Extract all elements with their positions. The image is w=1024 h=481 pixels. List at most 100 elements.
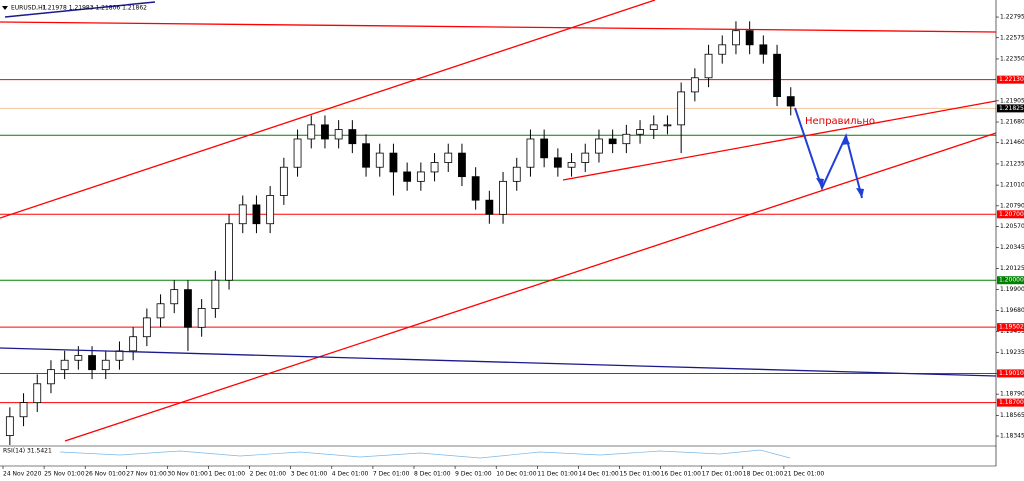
y-tick-label: 1.19680 (1000, 307, 1024, 314)
candle-body (718, 44, 727, 55)
y-tick-label: 1.20790 (1000, 202, 1024, 209)
x-tick-label: 10 Dec 01:00 (496, 471, 537, 478)
x-tick-label: 2 Dec 01:00 (250, 471, 287, 478)
level-label-box (997, 210, 1024, 219)
candle-body (773, 53, 781, 98)
candle-body (677, 91, 686, 126)
candle-body (279, 166, 288, 196)
y-tick-label: 1.22350 (1000, 55, 1024, 62)
candle-body (595, 138, 603, 154)
candle-body (403, 171, 412, 182)
candle-body (101, 359, 110, 371)
x-tick-label: 24 Nov 2020 (3, 471, 42, 478)
candle-body (622, 133, 631, 145)
candle-body (745, 30, 754, 46)
y-tick-label: 1.18565 (1000, 412, 1024, 419)
level-label: 1.20700 (999, 211, 1024, 218)
x-tick-label: 30 Nov 01:00 (167, 471, 208, 478)
x-tick-label: 18 Dec 01:00 (743, 471, 784, 478)
y-tick-label: 1.19455 (1000, 328, 1024, 335)
x-tick-label: 26 Nov 01:00 (85, 471, 126, 478)
candle-body (252, 204, 261, 225)
level-label-box (997, 398, 1024, 407)
x-tick-label: 3 Dec 01:00 (291, 471, 328, 478)
y-tick-label: 1.22575 (1000, 34, 1024, 41)
plot (0, 21, 996, 445)
candle-body (458, 152, 466, 178)
y-tick-label: 1.20125 (1000, 265, 1024, 272)
forecast-path (794, 107, 863, 199)
candle-body (334, 129, 343, 140)
x-tick-label: 17 Dec 01:00 (702, 471, 743, 478)
candle-body (307, 124, 316, 140)
x-tick-label: 21 Dec 01:00 (784, 471, 825, 478)
trend-line (4, 1, 156, 18)
candle-body (115, 350, 124, 361)
candle-body (211, 279, 220, 309)
candle-body (512, 166, 521, 182)
candle-body (142, 317, 151, 338)
chart-title: EURUSD,H1 (11, 5, 47, 12)
level-label: 1.20000 (999, 277, 1024, 284)
candle-body (732, 30, 740, 46)
candle-body (471, 176, 480, 201)
candle-body (416, 171, 425, 182)
y-tick-label: 1.19900 (1000, 286, 1024, 293)
annotation: Неправильно (805, 116, 875, 127)
candle-body (389, 152, 398, 173)
x-tick-label: 4 Dec 01:00 (332, 471, 369, 478)
x-tick-label: 11 Dec 01:00 (537, 471, 578, 478)
candle-body (5, 416, 14, 436)
channel-line (0, 0, 656, 219)
candle-body (74, 355, 83, 361)
level-label: 1.19502 (999, 324, 1024, 331)
candle-body (60, 359, 69, 371)
x-tick-label: 14 Dec 01:00 (578, 471, 619, 478)
y-tick-label: 1.19235 (1000, 349, 1024, 356)
y-tick-label: 1.20345 (1000, 244, 1024, 251)
level-label: 1.19010 (999, 370, 1024, 377)
y-tick-label: 1.21680 (1000, 119, 1024, 126)
candle-body (129, 336, 138, 352)
candle-body (170, 289, 179, 305)
candle-body (362, 143, 370, 168)
candle-body (608, 138, 617, 145)
candle-body (47, 369, 55, 385)
y-tick-label: 1.21235 (1000, 160, 1024, 167)
x-tick-label: 15 Dec 01:00 (620, 471, 661, 478)
candle-body (225, 223, 233, 281)
candle-body (348, 129, 357, 145)
y-tick-label: 1.18790 (1000, 391, 1024, 398)
candle-body (786, 96, 795, 107)
x-tick-label: 8 Dec 01:00 (414, 471, 451, 478)
candle-body (540, 138, 549, 159)
level-label-box (997, 323, 1024, 332)
arrowhead (816, 178, 824, 188)
y-tick-label: 1.18345 (1000, 433, 1024, 440)
trend-line (562, 100, 997, 181)
level-label-box (997, 104, 1024, 113)
y-tick-label: 1.22795 (1000, 14, 1024, 21)
candle-body (704, 53, 713, 79)
candle-body (375, 152, 384, 168)
candle-body (499, 180, 507, 215)
x-tick-label: 9 Dec 01:00 (455, 471, 492, 478)
candle-body (293, 138, 302, 168)
candle-body (690, 77, 699, 93)
candle-body (430, 162, 439, 173)
candle-body (33, 383, 42, 404)
y-tick-label: 1.21010 (1000, 182, 1024, 189)
candle-body (649, 124, 658, 130)
candle-body (636, 129, 644, 135)
window-icon (2, 6, 8, 10)
level-label: 1.21825 (999, 105, 1024, 112)
trend-line (0, 347, 997, 377)
ohlc-text: 1.21978 1.21983 1.21806 1.21862 (42, 5, 147, 12)
candle-body (184, 289, 192, 328)
candle-body (238, 204, 247, 225)
level-label-box (997, 75, 1024, 84)
x-tick-label: 27 Nov 01:00 (126, 471, 167, 478)
candle-body (759, 44, 768, 55)
